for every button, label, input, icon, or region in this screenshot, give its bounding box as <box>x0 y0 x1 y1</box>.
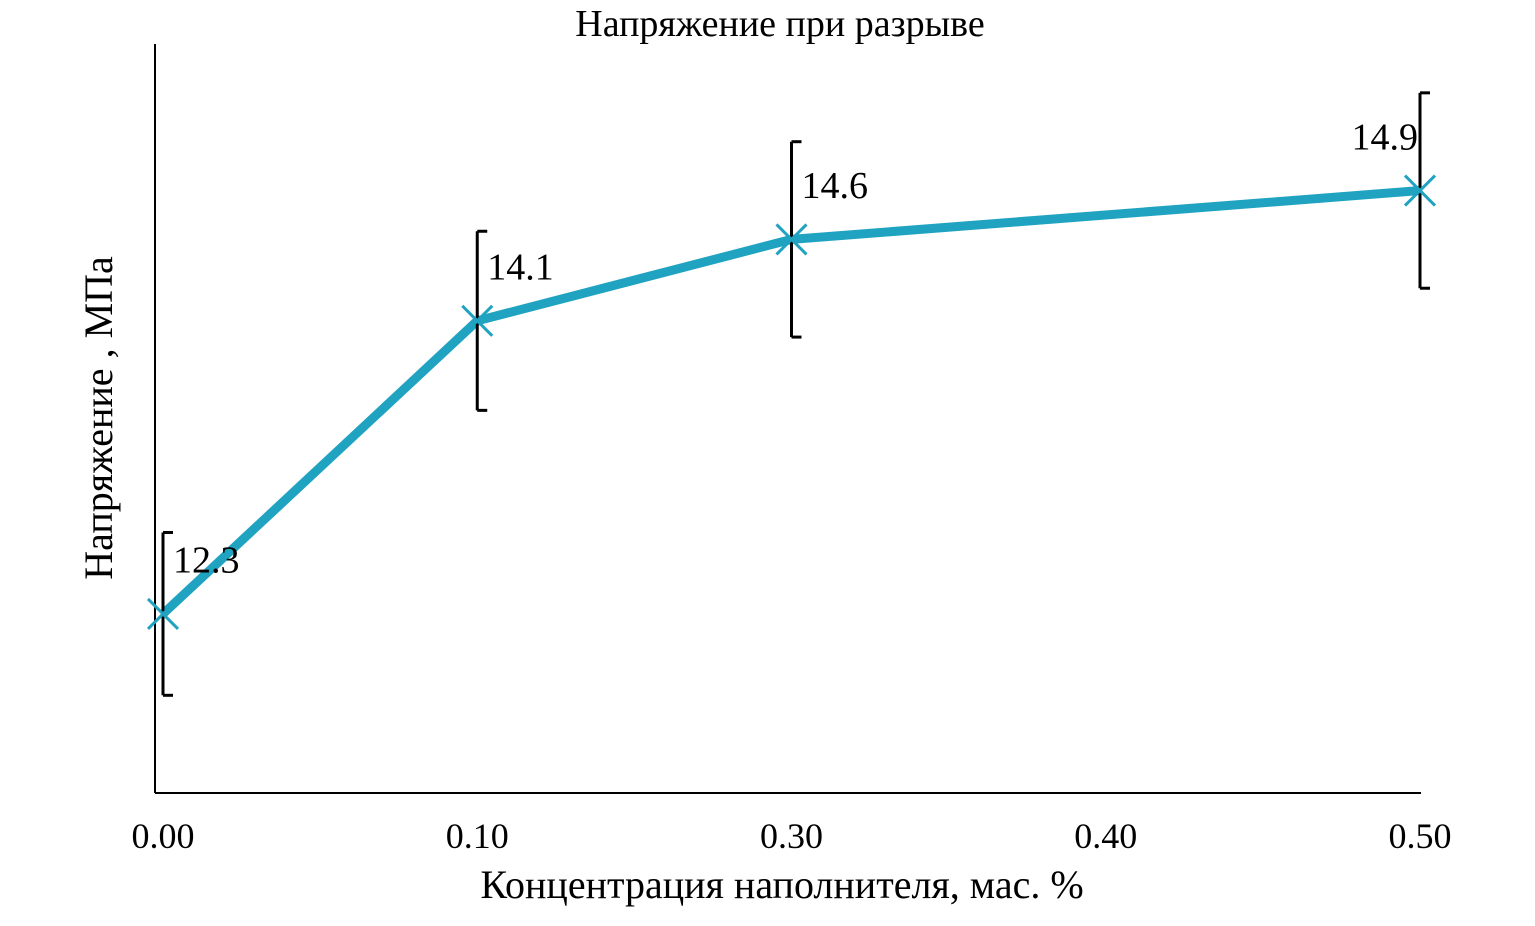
marker <box>775 223 808 256</box>
marker <box>1403 174 1437 207</box>
data-label: 14.1 <box>487 247 554 289</box>
x-axis-label: Концентрация наполнителя, мас. % <box>480 862 1083 907</box>
x-tick-label: 0.30 <box>760 816 823 856</box>
x-tick-label: 0.50 <box>1389 816 1452 856</box>
line <box>159 186 1421 618</box>
marker <box>146 597 180 630</box>
data-label: 12.3 <box>173 540 240 582</box>
x-tick-label: 0.40 <box>1074 816 1137 856</box>
y-axis-label: Напряжение , МПа <box>76 256 121 580</box>
data-label: 14.9 <box>1352 116 1419 158</box>
marker <box>461 304 494 337</box>
x-tick-label: 0.10 <box>446 816 509 856</box>
chart-title: Напряжение при разрыве <box>575 3 984 45</box>
x-tick-label: 0.00 <box>132 816 195 856</box>
data-label: 14.6 <box>802 165 869 207</box>
